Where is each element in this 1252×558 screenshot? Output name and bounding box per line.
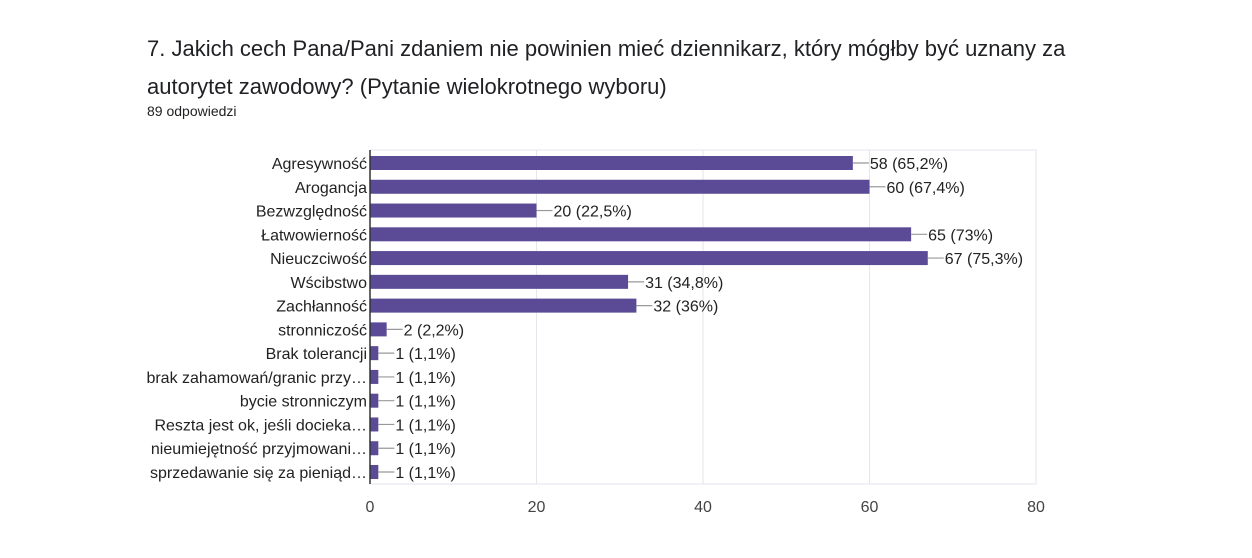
response-count: 89 odpowiedzi bbox=[147, 103, 237, 119]
bar bbox=[370, 417, 379, 432]
bar bbox=[370, 369, 379, 384]
bar bbox=[370, 298, 637, 313]
x-tick-label: 60 bbox=[861, 499, 879, 516]
bar bbox=[370, 465, 379, 479]
x-tick-label: 80 bbox=[1027, 499, 1045, 516]
category-label: Agresywność bbox=[272, 156, 367, 173]
x-tick-label: 40 bbox=[694, 499, 712, 516]
data-label: 32 (36%) bbox=[653, 299, 718, 316]
bar bbox=[370, 227, 912, 242]
category-label: Bezwzględność bbox=[256, 204, 367, 221]
data-label: 1 (1,1%) bbox=[395, 465, 455, 482]
data-label: 60 (67,4%) bbox=[887, 180, 965, 197]
data-label: 2 (2,2%) bbox=[404, 322, 464, 339]
data-label: 1 (1,1%) bbox=[395, 441, 455, 458]
bar bbox=[370, 251, 928, 266]
category-label: Łatwowierność bbox=[261, 227, 367, 244]
data-label: 58 (65,2%) bbox=[870, 156, 948, 173]
category-label: Brak tolerancji bbox=[266, 346, 367, 363]
category-label: brak zahamowań/granic przy… bbox=[146, 370, 367, 387]
bar bbox=[370, 156, 853, 170]
bar bbox=[370, 441, 379, 456]
bar bbox=[370, 322, 387, 337]
question-title: 7. Jakich cech Pana/Pani zdaniem nie pow… bbox=[147, 36, 1066, 99]
bar bbox=[370, 346, 379, 361]
category-label: nieumiejętność przyjmowani… bbox=[151, 441, 367, 458]
data-label: 1 (1,1%) bbox=[395, 394, 455, 411]
data-label: 1 (1,1%) bbox=[395, 346, 455, 363]
data-label: 67 (75,3%) bbox=[945, 251, 1023, 268]
bar bbox=[370, 393, 379, 408]
category-label: bycie stronniczym bbox=[240, 394, 367, 411]
category-label: stronniczość bbox=[278, 322, 367, 339]
data-label: 31 (34,8%) bbox=[645, 275, 723, 292]
bar bbox=[370, 203, 537, 218]
category-label: Zachłanność bbox=[276, 299, 367, 316]
category-label: Reszta jest ok, jeśli docieka… bbox=[154, 417, 367, 434]
category-label: Arogancja bbox=[295, 180, 367, 197]
category-label: sprzedawanie się za pieniąd… bbox=[150, 465, 367, 482]
data-label: 65 (73%) bbox=[928, 227, 993, 244]
x-tick-label: 20 bbox=[528, 499, 546, 516]
bar bbox=[370, 179, 870, 194]
data-label: 1 (1,1%) bbox=[395, 370, 455, 387]
data-label: 1 (1,1%) bbox=[395, 417, 455, 434]
category-label: Wścibstwo bbox=[291, 275, 368, 292]
x-tick-label: 0 bbox=[366, 499, 375, 516]
data-label: 20 (22,5%) bbox=[554, 204, 632, 221]
bar bbox=[370, 274, 629, 289]
category-label: Nieuczciwość bbox=[270, 251, 367, 268]
